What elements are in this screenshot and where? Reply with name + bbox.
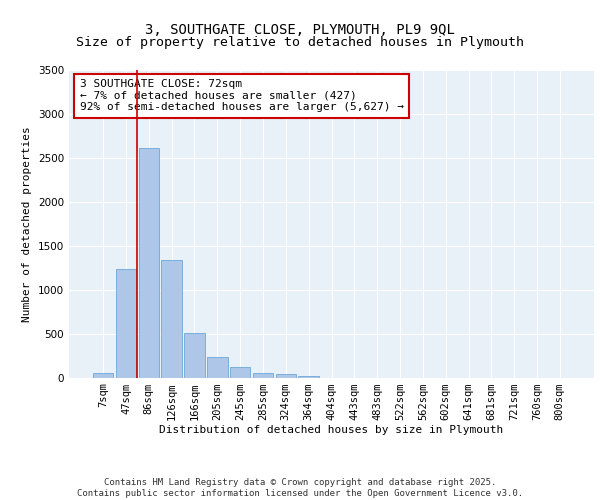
- Bar: [93, 372, 113, 378]
- Bar: [253, 373, 273, 378]
- Bar: [230, 368, 250, 378]
- Bar: [275, 374, 296, 378]
- Text: 3 SOUTHGATE CLOSE: 72sqm
← 7% of detached houses are smaller (427)
92% of semi-d: 3 SOUTHGATE CLOSE: 72sqm ← 7% of detache…: [79, 79, 404, 112]
- Y-axis label: Number of detached properties: Number of detached properties: [22, 126, 32, 322]
- Bar: [207, 358, 227, 378]
- Bar: [116, 268, 136, 378]
- Bar: [184, 332, 205, 378]
- Text: Size of property relative to detached houses in Plymouth: Size of property relative to detached ho…: [76, 36, 524, 49]
- Bar: [139, 148, 159, 378]
- Text: Contains HM Land Registry data © Crown copyright and database right 2025.
Contai: Contains HM Land Registry data © Crown c…: [77, 478, 523, 498]
- Text: 3, SOUTHGATE CLOSE, PLYMOUTH, PL9 9QL: 3, SOUTHGATE CLOSE, PLYMOUTH, PL9 9QL: [145, 22, 455, 36]
- Bar: [298, 376, 319, 378]
- Bar: [161, 260, 182, 378]
- X-axis label: Distribution of detached houses by size in Plymouth: Distribution of detached houses by size …: [160, 426, 503, 436]
